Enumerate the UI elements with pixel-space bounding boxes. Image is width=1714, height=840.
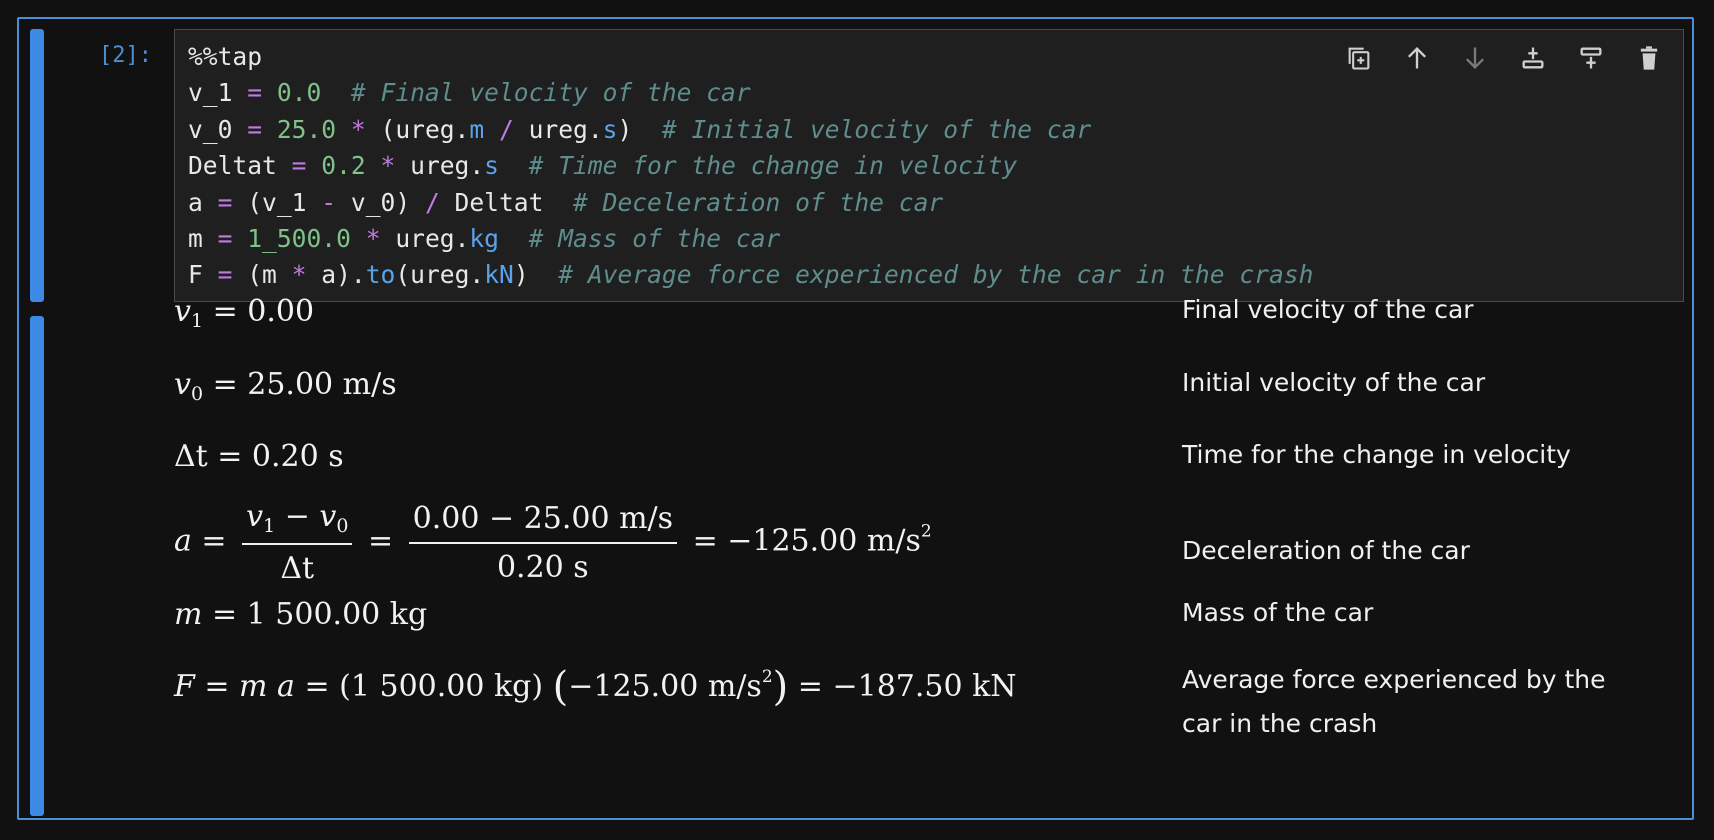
delete-icon	[1640, 46, 1658, 70]
desc-v1: Final velocity of the car	[1182, 295, 1474, 324]
desc-m: Mass of the car	[1182, 598, 1374, 627]
execution-count: [2]:	[99, 43, 152, 68]
fraction-numeric: 0.00 − 25.00 m/s 0.20 s	[408, 501, 678, 585]
math-v1: v1 = 0.00	[174, 294, 315, 332]
code-line[interactable]: v_0 = 25.0 * (ureg.m / ureg.s) # Initial…	[188, 114, 1092, 144]
code-line[interactable]: a = (v_1 - v_0) / Deltat # Deceleration …	[188, 187, 944, 217]
math-a: a = v1 − v0 Δt = 0.00 − 25.00 m/s 0.20 s =…	[174, 499, 932, 586]
code-line[interactable]: F = (m * a).to(ureg.kN) # Average force …	[188, 260, 1314, 290]
duplicate-cell-button[interactable]	[1339, 40, 1379, 76]
code-line[interactable]: Deltat = 0.2 * ureg.s # Time for the cha…	[188, 151, 1018, 181]
desc-v0: Initial velocity of the car	[1182, 368, 1486, 397]
cell-toolbar	[1339, 40, 1669, 76]
delete-cell-button[interactable]	[1629, 40, 1669, 76]
insert-below-button[interactable]	[1513, 40, 1553, 76]
code-line[interactable]: m = 1_500.0 * ureg.kg # Mass of the car	[188, 224, 781, 254]
desc-deltat: Time for the change in velocity	[1182, 440, 1571, 469]
insert-below-icon	[1522, 47, 1544, 69]
code-line[interactable]: %%tap	[188, 42, 263, 71]
math-F: F = m a = (1 500.00 kg) (−125.00 m/s2) =…	[174, 664, 1017, 710]
math-m: m = 1 500.00 kg	[174, 597, 428, 632]
input-collapser[interactable]	[30, 29, 44, 302]
move-up-button[interactable]	[1397, 40, 1437, 76]
move-up-icon	[1408, 47, 1426, 69]
math-v0: v0 = 25.00 m/s	[174, 367, 397, 405]
insert-above-icon	[1580, 47, 1602, 69]
duplicate-cell-icon	[1348, 47, 1370, 70]
insert-above-button[interactable]	[1571, 40, 1611, 76]
code-text[interactable]: %%tap v_1 = 0.0 # Final velocity of the …	[188, 39, 1313, 294]
move-down-button[interactable]	[1455, 40, 1495, 76]
move-down-icon	[1466, 47, 1484, 69]
desc-F: Average force experienced by the car in …	[1182, 665, 1606, 738]
code-line[interactable]: v_1 = 0.0 # Final velocity of the car	[188, 78, 751, 108]
desc-a: Deceleration of the car	[1182, 536, 1470, 565]
fraction-symbolic: v1 − v0 Δt	[242, 499, 353, 586]
code-editor[interactable]: %%tap v_1 = 0.0 # Final velocity of the …	[174, 29, 1684, 302]
math-deltat: Δt = 0.20 s	[174, 439, 344, 474]
notebook-cell[interactable]: [2]: %%tap v_1 = 0.0 # Final velocity of…	[17, 17, 1694, 820]
output-collapser[interactable]	[30, 316, 44, 816]
